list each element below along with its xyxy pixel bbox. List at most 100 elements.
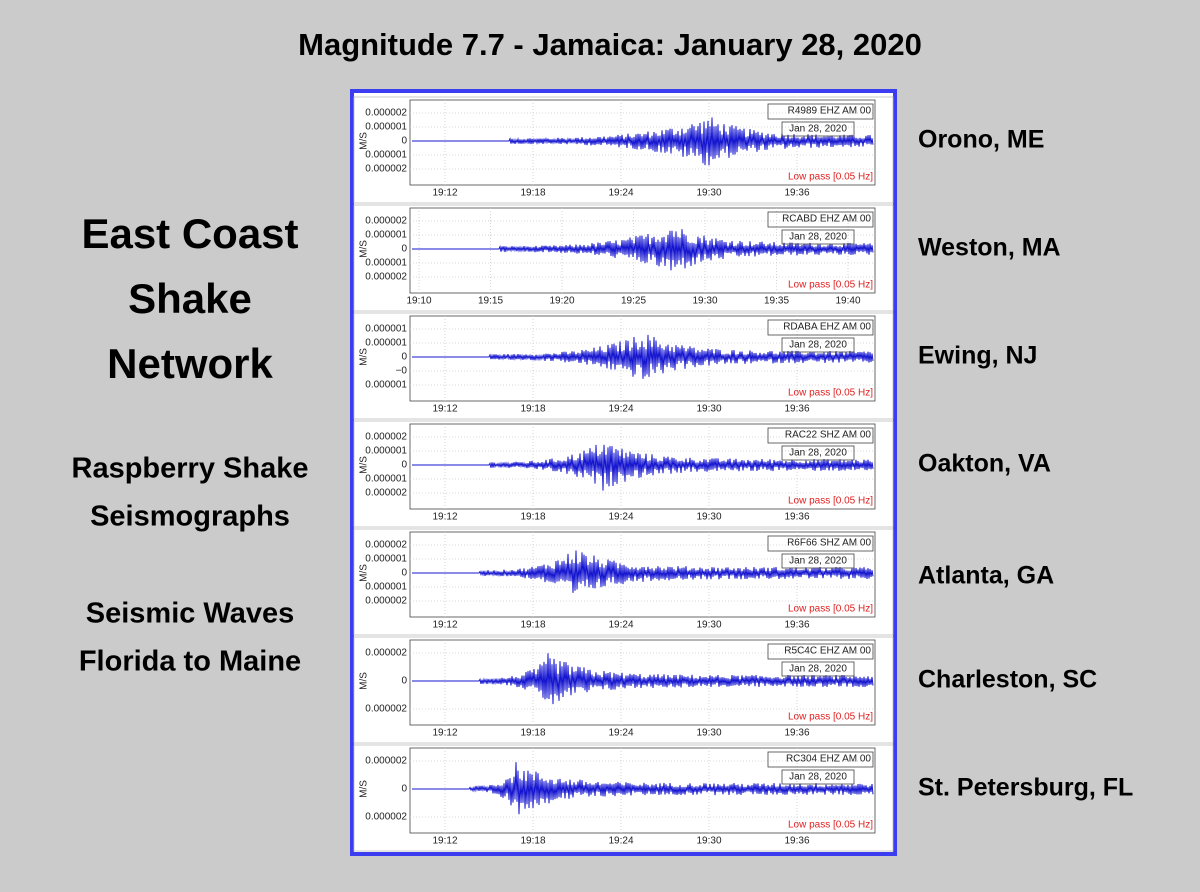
station-location: Weston, MA [918, 234, 1061, 262]
x-tick-label: 19:30 [696, 836, 721, 847]
x-tick-label: 19:36 [784, 836, 809, 847]
x-tick-label: 19:12 [432, 512, 457, 523]
filter-label: Low pass [0.05 Hz] [788, 820, 873, 831]
x-tick-label: 19:10 [406, 296, 431, 307]
filter-label: Low pass [0.05 Hz] [788, 280, 873, 291]
y-tick-label: 0 [401, 136, 407, 147]
station-box [767, 211, 874, 228]
station-id: R5C4C EHZ AM 00 [784, 646, 871, 657]
x-tick-label: 19:24 [608, 512, 633, 523]
seismogram-panel: 0.000002 0 0.000002 19:12 19:18 19:24 19:30 19:… [353, 744, 894, 852]
date-box [781, 769, 855, 785]
y-tick-label: 0.000002 [365, 704, 407, 715]
y-tick-label: 0.000002 [365, 272, 407, 283]
y-tick-label: 0 [401, 244, 407, 255]
date-box [781, 229, 855, 245]
x-tick-label: 19:15 [478, 296, 503, 307]
x-tick-label: 19:12 [432, 404, 457, 415]
filter-label: Low pass [0.05 Hz] [788, 604, 873, 615]
x-tick-label: 19:24 [608, 836, 633, 847]
station-box [767, 103, 874, 120]
y-axis-unit: M/S [359, 348, 370, 366]
station-date: Jan 28, 2020 [789, 556, 847, 567]
x-tick-label: 19:35 [764, 296, 789, 307]
y-tick-label: 0.000002 [365, 596, 407, 607]
y-tick-label: 0 [401, 784, 407, 795]
network-subheading: Raspberry Shake [72, 453, 309, 485]
x-tick-label: 19:24 [608, 620, 633, 631]
y-tick-label: 0.000002 [365, 540, 407, 551]
date-box [781, 121, 855, 137]
waveform [412, 117, 874, 166]
x-tick-label: 19:36 [784, 512, 809, 523]
filter-label: Low pass [0.05 Hz] [788, 388, 873, 399]
y-tick-label: 0.000002 [365, 216, 407, 227]
y-tick-label: 0.000002 [365, 164, 407, 175]
date-box [781, 661, 855, 677]
y-tick-label: 0 [401, 568, 407, 579]
station-id: RC304 EHZ AM 00 [786, 754, 871, 765]
filter-label: Low pass [0.05 Hz] [788, 172, 873, 183]
x-tick-label: 19:30 [696, 512, 721, 523]
station-box [767, 535, 874, 552]
y-tick-label: −0 [396, 366, 408, 377]
y-axis-unit: M/S [359, 456, 370, 474]
y-axis-unit: M/S [359, 132, 370, 150]
y-axis-unit: M/S [359, 780, 370, 798]
x-tick-label: 19:12 [432, 620, 457, 631]
station-location: Oakton, VA [918, 450, 1051, 478]
station-location: Charleston, SC [918, 666, 1097, 694]
seismogram-panel: 0.000002 0.000001 0 0.000001 0.000002 19:12 19… [353, 420, 894, 528]
station-id: R4989 EHZ AM 00 [788, 106, 872, 117]
seismogram-panel: 0.000002 0.000001 0 0.000001 0.000002 19:10 19… [353, 204, 894, 312]
x-tick-label: 19:18 [520, 188, 545, 199]
y-tick-label: 0.000002 [365, 488, 407, 499]
seismogram-panel: 0.000001 0.000001 0 −0 0.000001 19:12 19:18 19:… [353, 312, 894, 420]
station-date: Jan 28, 2020 [789, 772, 847, 783]
x-tick-label: 19:30 [696, 728, 721, 739]
y-tick-label: 0.000001 [365, 380, 407, 391]
y-axis-unit: M/S [359, 672, 370, 690]
y-tick-label: 0.000001 [365, 230, 407, 241]
x-tick-label: 19:12 [432, 728, 457, 739]
y-tick-label: 0 [401, 676, 407, 687]
y-tick-label: 0.000002 [365, 432, 407, 443]
x-tick-label: 19:20 [549, 296, 574, 307]
date-box [781, 337, 855, 353]
y-tick-label: 0.000001 [365, 122, 407, 133]
station-location: Orono, ME [918, 126, 1044, 154]
x-tick-label: 19:18 [520, 836, 545, 847]
y-tick-label: 0.000001 [365, 150, 407, 161]
station-date: Jan 28, 2020 [789, 124, 847, 135]
slide-title: Magnitude 7.7 - Jamaica: January 28, 202… [298, 27, 922, 62]
x-tick-label: 19:18 [520, 512, 545, 523]
date-box [781, 445, 855, 461]
x-tick-label: 19:18 [520, 404, 545, 415]
station-date: Jan 28, 2020 [789, 664, 847, 675]
station-box [767, 427, 874, 444]
x-tick-label: 19:36 [784, 404, 809, 415]
y-tick-label: 0.000001 [365, 338, 407, 349]
network-heading: Network [107, 340, 273, 387]
x-tick-label: 19:36 [784, 188, 809, 199]
x-tick-label: 19:30 [692, 296, 717, 307]
waveform [412, 334, 874, 379]
seismogram-panel: 0.000002 0.000001 0 0.000001 0.000002 19:12 19… [353, 528, 894, 636]
station-id: R6F66 SHZ AM 00 [787, 538, 871, 549]
y-tick-label: 0.000001 [365, 474, 407, 485]
y-axis-unit: M/S [359, 240, 370, 258]
y-tick-label: 0.000002 [365, 648, 407, 659]
x-tick-label: 19:30 [696, 188, 721, 199]
station-box [767, 643, 874, 660]
x-tick-label: 19:36 [784, 728, 809, 739]
x-tick-label: 19:24 [608, 188, 633, 199]
seismogram-panel: 0.000002 0 0.000002 19:12 19:18 19:24 19:30 19:… [353, 636, 894, 744]
network-caption: Florida to Maine [79, 646, 301, 678]
network-caption: Seismic Waves [86, 598, 295, 630]
station-id: RCABD EHZ AM 00 [782, 214, 871, 225]
station-date: Jan 28, 2020 [789, 448, 847, 459]
y-tick-label: 0.000002 [365, 756, 407, 767]
station-box [767, 751, 874, 768]
y-tick-label: 0 [401, 352, 407, 363]
y-tick-label: 0.000002 [365, 108, 407, 119]
